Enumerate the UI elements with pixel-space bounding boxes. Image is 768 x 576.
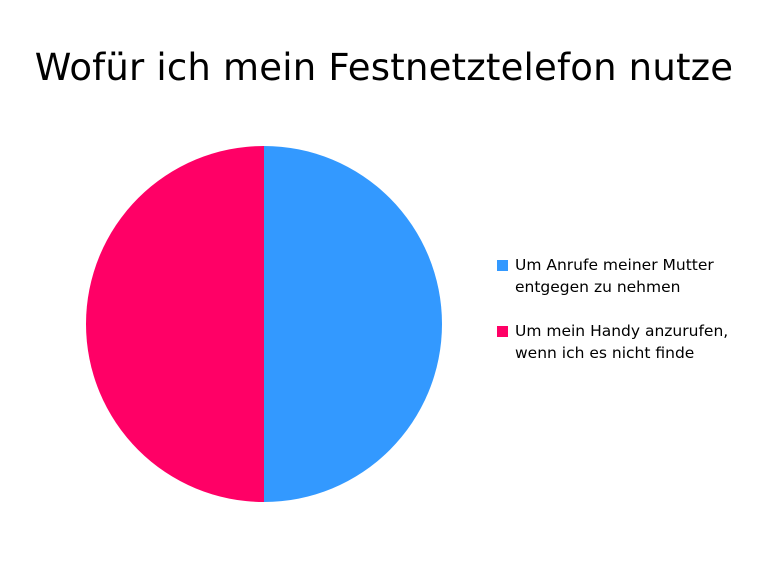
legend-swatch-2 (497, 326, 508, 337)
legend-item-1: Um Anrufe meiner Mutter entgegen zu nehm… (497, 254, 747, 298)
legend-label-2: Um mein Handy anzurufen, wenn ich es nic… (515, 322, 729, 362)
legend-item-2: Um mein Handy anzurufen, wenn ich es nic… (497, 320, 747, 364)
legend-swatch-1 (497, 260, 508, 271)
legend: Um Anrufe meiner Mutter entgegen zu nehm… (497, 254, 747, 386)
pie-slice-2 (86, 146, 264, 502)
chart-title: Wofür ich mein Festnetztelefon nutze (34, 46, 734, 89)
pie-slices (86, 146, 442, 502)
pie-slice-1 (264, 146, 442, 502)
legend-label-1: Um Anrufe meiner Mutter entgegen zu nehm… (515, 256, 714, 296)
